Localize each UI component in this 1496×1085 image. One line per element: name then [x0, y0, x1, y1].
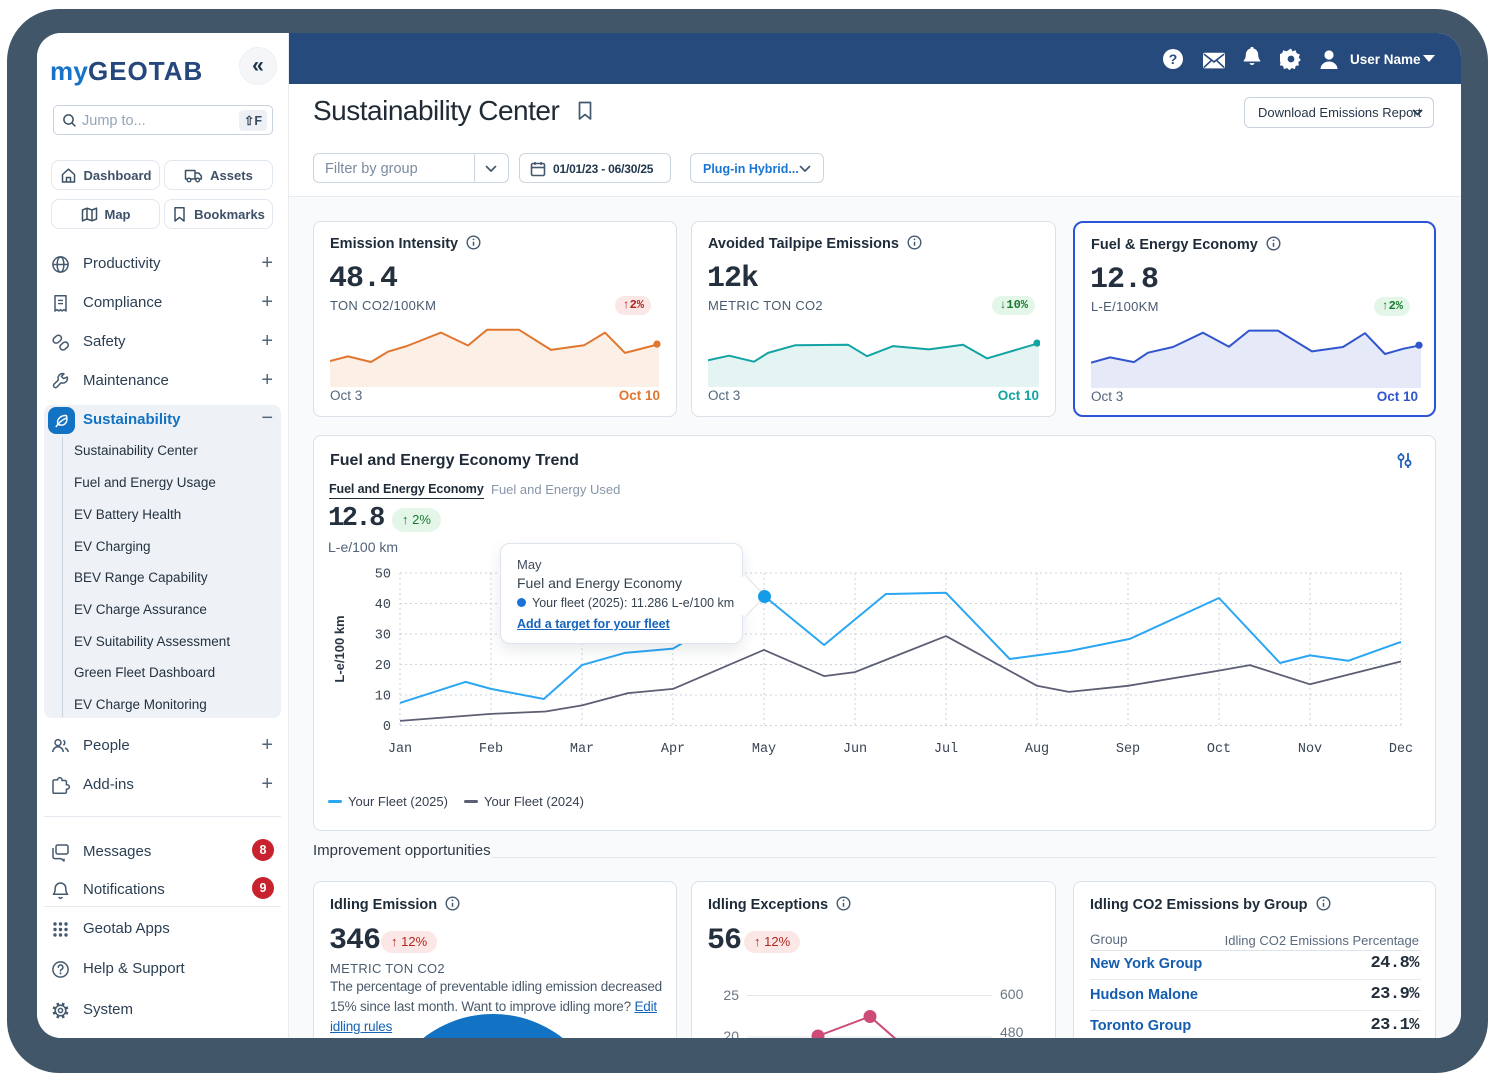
svg-text:Mar: Mar — [570, 742, 594, 757]
svg-text:20: 20 — [723, 1028, 739, 1038]
svg-text:20: 20 — [375, 659, 391, 674]
svg-text:30: 30 — [375, 629, 391, 644]
svg-text:Sep: Sep — [1116, 742, 1140, 757]
svg-text:Feb: Feb — [479, 742, 503, 757]
svg-text:Jun: Jun — [843, 742, 867, 757]
svg-text:10: 10 — [375, 690, 391, 705]
svg-text:Aug: Aug — [1025, 742, 1049, 757]
svg-text:600: 600 — [1000, 986, 1024, 1002]
svg-text:Oct: Oct — [1207, 742, 1231, 757]
svg-text:0: 0 — [383, 720, 391, 735]
svg-text:L-e/100 km: L-e/100 km — [332, 615, 347, 682]
svg-text:25: 25 — [723, 987, 739, 1003]
svg-text:Jan: Jan — [388, 742, 412, 757]
svg-text:Dec: Dec — [1389, 742, 1413, 757]
svg-text:Apr: Apr — [661, 742, 685, 757]
svg-text:Nov: Nov — [1298, 742, 1322, 757]
svg-text:50: 50 — [375, 568, 391, 583]
svg-text:Jul: Jul — [934, 742, 958, 757]
svg-text:May: May — [752, 742, 776, 757]
svg-text:?: ? — [1169, 51, 1178, 67]
svg-text:40: 40 — [375, 598, 391, 613]
svg-text:480: 480 — [1000, 1024, 1024, 1038]
